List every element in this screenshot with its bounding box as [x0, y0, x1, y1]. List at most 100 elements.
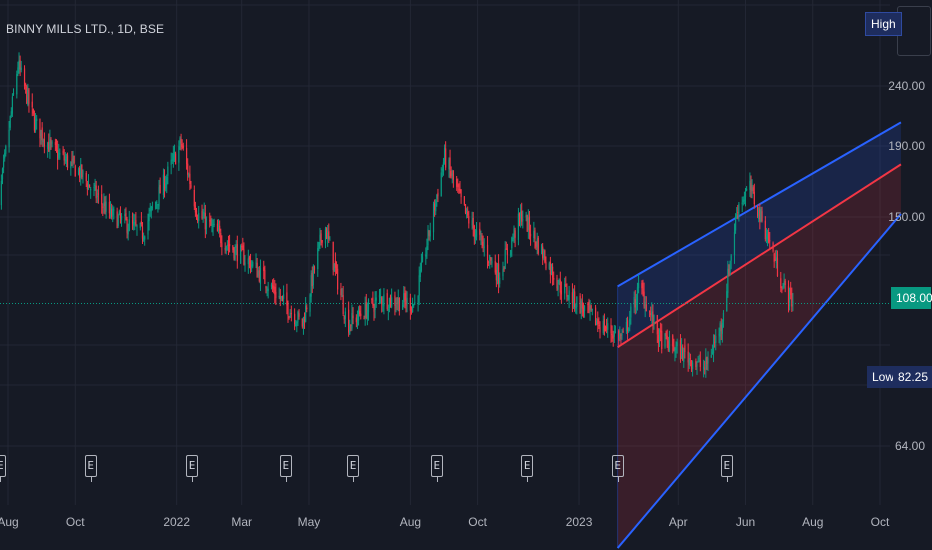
candle-body	[699, 360, 701, 367]
earnings-tick	[527, 477, 529, 482]
channel-lower-fill	[617, 164, 901, 549]
candle-body	[464, 204, 467, 213]
candle-body	[557, 285, 559, 290]
candle-body	[109, 207, 112, 215]
candle-body	[112, 208, 114, 216]
candle-body	[178, 146, 180, 163]
candle-body	[65, 156, 68, 162]
candle-body	[398, 297, 400, 311]
candle-body	[769, 240, 771, 242]
candle-body	[49, 139, 51, 150]
earnings-icon[interactable]: E	[521, 455, 534, 477]
candle-body	[334, 260, 337, 268]
candle-body	[127, 229, 129, 235]
candle-body	[288, 316, 290, 318]
x-tick-label: 2023	[566, 515, 593, 529]
candle-body	[366, 309, 368, 319]
high-label-tag: High	[865, 12, 902, 36]
candle-body	[775, 257, 777, 263]
candle-body	[564, 284, 566, 294]
y-tick-label: 190.00	[888, 139, 925, 153]
candle-body	[489, 254, 491, 261]
candle-body	[580, 300, 582, 313]
candle-body	[147, 220, 149, 235]
candle-body	[90, 189, 92, 191]
candle-body	[726, 291, 728, 312]
candle-body	[111, 209, 113, 218]
candle-body	[188, 174, 190, 177]
earnings-icon[interactable]: E	[186, 455, 199, 477]
earnings-icon[interactable]: E	[430, 455, 443, 477]
candle-body	[652, 311, 654, 326]
candle-body	[698, 358, 700, 360]
candle-body	[47, 142, 49, 149]
earnings-icon[interactable]: E	[84, 455, 97, 477]
candle-body	[526, 215, 528, 232]
candle-body	[551, 266, 554, 278]
candle-body	[43, 139, 45, 147]
candle-body	[664, 333, 666, 348]
candle-body	[367, 299, 370, 313]
candle-body	[33, 116, 36, 131]
candle-body	[738, 203, 740, 215]
candle-body	[139, 223, 141, 228]
candle-body	[19, 60, 21, 70]
candle-body	[512, 237, 514, 239]
candle-body	[675, 345, 677, 351]
candle-body	[544, 250, 546, 263]
candle-body	[414, 302, 416, 304]
x-tick-label: Mar	[231, 515, 252, 529]
candle-body	[733, 232, 736, 256]
candle-body	[16, 74, 18, 95]
candle-body	[704, 368, 706, 370]
candle-body	[270, 284, 273, 287]
candle-body	[789, 287, 791, 307]
candle-body	[758, 207, 760, 219]
earnings-icon[interactable]: E	[0, 455, 7, 477]
candle-body	[559, 280, 561, 293]
low-label-tag: Low	[867, 366, 900, 388]
candle-body	[760, 208, 762, 222]
earnings-icon[interactable]: E	[347, 455, 360, 477]
candle-body	[10, 111, 12, 117]
candle-body	[645, 304, 647, 312]
candle-body	[404, 293, 406, 301]
grid-lines	[0, 0, 890, 505]
candle-body	[309, 294, 311, 312]
candle-body	[244, 262, 246, 266]
candle-body	[495, 269, 497, 281]
candle-body	[302, 317, 305, 326]
candle-body	[683, 347, 685, 363]
candle-body	[613, 331, 615, 337]
candle-body	[629, 318, 631, 327]
candle-body	[774, 259, 776, 261]
candle-body	[665, 331, 667, 337]
candle-body	[371, 298, 373, 300]
candle-body	[483, 246, 485, 248]
candle-body	[403, 293, 405, 303]
candle-body	[193, 189, 195, 207]
candle-body	[635, 302, 637, 305]
candle-body	[240, 246, 242, 264]
candle-body	[791, 293, 793, 307]
candle-body	[162, 174, 165, 196]
earnings-icon[interactable]: E	[279, 455, 292, 477]
candle-body	[247, 258, 249, 265]
candle-body	[482, 241, 484, 247]
earnings-icon[interactable]: E	[720, 455, 733, 477]
candle-body	[688, 358, 690, 366]
candle-body	[781, 289, 783, 291]
candle-body	[792, 301, 794, 305]
candle-body	[57, 149, 59, 160]
candle-body	[374, 299, 376, 310]
candle-body	[441, 168, 443, 171]
candle-body	[134, 222, 136, 224]
candle-body	[172, 153, 174, 162]
candle-body	[287, 303, 289, 317]
candle-body	[124, 214, 126, 216]
candle-body	[386, 293, 388, 310]
candle-body	[281, 295, 284, 297]
earnings-icon[interactable]: E	[611, 455, 624, 477]
